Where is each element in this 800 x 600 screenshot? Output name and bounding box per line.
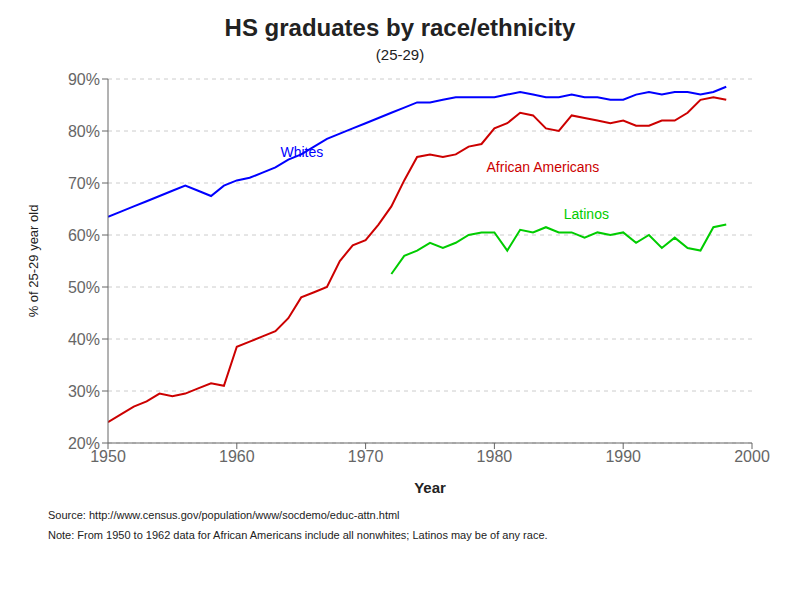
svg-text:50%: 50% xyxy=(68,279,100,296)
svg-text:Year: Year xyxy=(414,479,446,496)
svg-text:1950: 1950 xyxy=(90,448,126,466)
svg-text:80%: 80% xyxy=(68,123,100,140)
svg-text:Whites: Whites xyxy=(280,144,323,160)
svg-text:1960: 1960 xyxy=(219,448,255,465)
svg-text:2000: 2000 xyxy=(734,448,770,465)
svg-text:1990: 1990 xyxy=(605,448,641,465)
svg-text:40%: 40% xyxy=(68,331,100,348)
html-text:HS graduates by race/ethnicity: HS graduates by race/ethnicity xyxy=(224,14,576,41)
svg-text:70%: 70% xyxy=(68,175,100,192)
svg-text:% of 25-29 year old: % of 25-29 year old xyxy=(26,205,41,318)
svg-text:African Americans: African Americans xyxy=(487,159,600,175)
html-text:Note: From 1950 to 1962 data f: Note: From 1950 to 1962 data for African… xyxy=(48,529,548,541)
svg-text:90%: 90% xyxy=(68,71,100,88)
svg-text:1970: 1970 xyxy=(348,448,384,465)
svg-text:30%: 30% xyxy=(68,383,100,400)
svg-text:20%: 20% xyxy=(68,435,100,452)
svg-text:60%: 60% xyxy=(68,227,100,244)
svg-text:Latinos: Latinos xyxy=(564,206,609,222)
html-text:Source: http://www.census.gov/: Source: http://www.census.gov/population… xyxy=(48,509,400,521)
svg-text:1980: 1980 xyxy=(477,448,513,465)
html-text:(25-29): (25-29) xyxy=(375,46,425,63)
